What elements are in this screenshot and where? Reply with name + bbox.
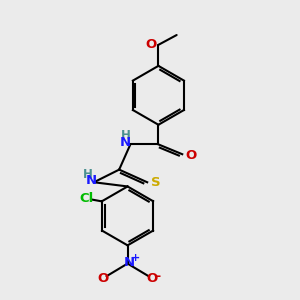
Text: N: N xyxy=(123,256,134,269)
Text: -: - xyxy=(156,270,161,283)
Text: +: + xyxy=(131,253,140,263)
Text: O: O xyxy=(146,38,157,51)
Text: H: H xyxy=(83,168,93,181)
Text: O: O xyxy=(146,272,158,285)
Text: N: N xyxy=(120,136,131,149)
Text: O: O xyxy=(98,272,109,285)
Text: Cl: Cl xyxy=(79,192,93,205)
Text: S: S xyxy=(151,176,160,189)
Text: N: N xyxy=(85,174,97,187)
Text: O: O xyxy=(186,149,197,162)
Text: H: H xyxy=(121,130,131,142)
